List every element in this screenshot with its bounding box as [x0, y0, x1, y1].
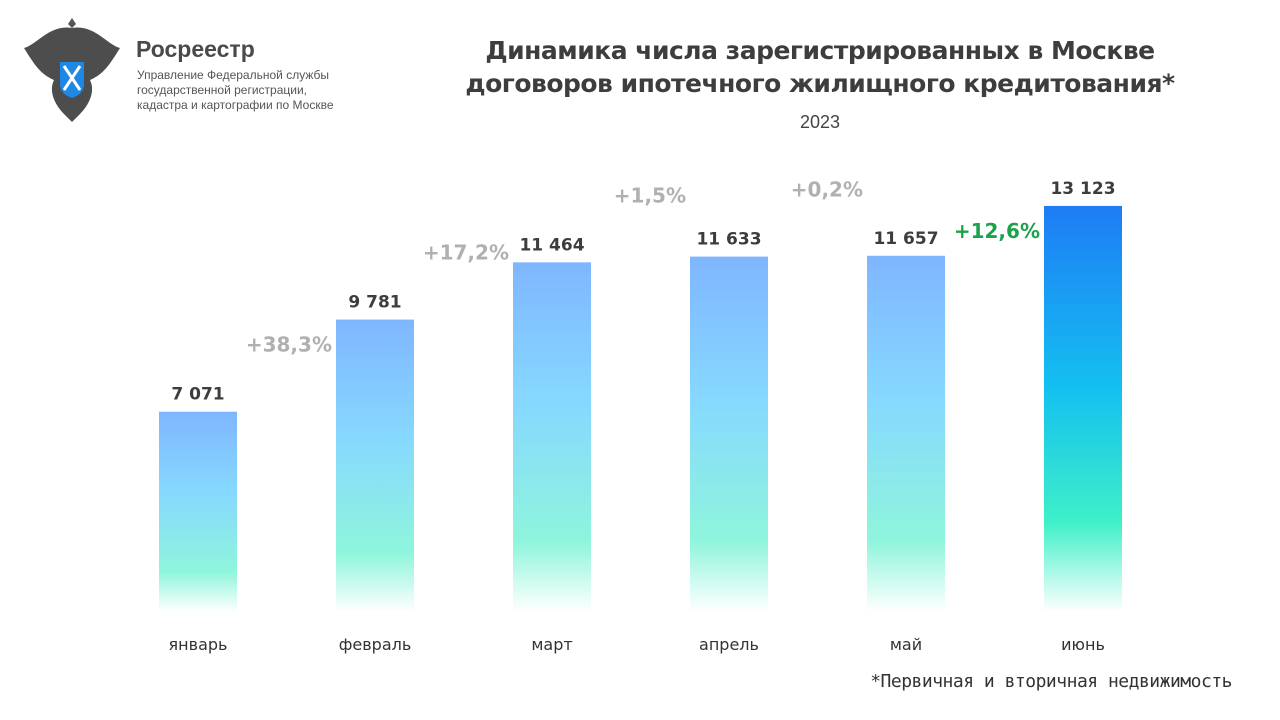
category-label: февраль [339, 635, 412, 654]
value-label: 11 633 [696, 230, 761, 250]
bar [1044, 205, 1122, 613]
change-label: +12,6% [954, 219, 1040, 243]
brand-name: Росреестр [136, 36, 255, 62]
rosreestr-eagle-logo [24, 18, 120, 123]
change-label: +17,2% [423, 241, 509, 265]
title-line: Динамика числа зарегистрированных в Моск… [485, 36, 1155, 65]
change-label: +1,5% [614, 183, 686, 207]
footnote: *Первичная и вторичная недвижимость [870, 671, 1232, 692]
chart-subtitle: 2023 [799, 112, 841, 132]
bar [336, 319, 414, 612]
bar [690, 256, 768, 612]
change-label: +38,3% [246, 333, 332, 357]
value-label: 9 781 [348, 293, 401, 313]
category-label: март [531, 635, 572, 654]
category-label: май [890, 635, 922, 654]
org-line: Управление Федеральной службы [137, 68, 329, 82]
bar [867, 255, 945, 613]
chart-title: Динамика числа зарегистрированных в Моск… [420, 34, 1220, 100]
title-line: договоров ипотечного жилищного кредитова… [465, 69, 1175, 98]
bar [159, 411, 237, 612]
bar [513, 262, 591, 612]
organization-name: Управление Федеральной службы государств… [137, 68, 367, 113]
value-label: 13 123 [1050, 179, 1115, 199]
org-line: кадастра и картографии по Москве [137, 98, 334, 112]
org-line: государственной регистрации, [137, 83, 307, 97]
category-label: январь [169, 635, 228, 654]
category-label: июнь [1061, 635, 1105, 654]
value-label: 11 464 [519, 235, 584, 255]
category-label: апрель [699, 635, 759, 654]
value-label: 11 657 [873, 229, 938, 249]
value-label: 7 071 [171, 385, 224, 405]
change-label: +0,2% [791, 178, 863, 202]
